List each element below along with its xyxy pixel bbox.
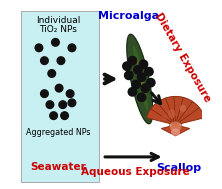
Circle shape (35, 44, 43, 52)
Text: Aqueous Exposure: Aqueous Exposure (81, 167, 190, 177)
Circle shape (59, 101, 67, 108)
Circle shape (137, 93, 146, 101)
Ellipse shape (162, 114, 167, 121)
Circle shape (66, 90, 74, 98)
Circle shape (41, 57, 48, 64)
Ellipse shape (127, 34, 153, 124)
Circle shape (147, 78, 155, 87)
Ellipse shape (133, 46, 148, 110)
Circle shape (52, 39, 59, 46)
Circle shape (141, 84, 149, 92)
Circle shape (145, 67, 153, 76)
Text: Microalga: Microalga (98, 11, 159, 21)
Circle shape (48, 70, 56, 77)
Circle shape (41, 90, 48, 98)
FancyBboxPatch shape (21, 11, 99, 182)
Circle shape (128, 57, 137, 65)
Circle shape (125, 71, 133, 80)
Ellipse shape (169, 121, 182, 132)
Circle shape (57, 57, 65, 64)
Ellipse shape (180, 105, 186, 112)
Polygon shape (147, 96, 204, 136)
Circle shape (50, 112, 57, 119)
Circle shape (55, 84, 63, 92)
Text: Dietary Exposure: Dietary Exposure (153, 11, 212, 103)
Text: Seawater: Seawater (30, 163, 86, 173)
Circle shape (68, 99, 76, 107)
Circle shape (134, 66, 142, 74)
Circle shape (132, 80, 140, 89)
Text: Aggregated NPs: Aggregated NPs (26, 129, 90, 137)
Text: Scallop: Scallop (157, 163, 202, 173)
Circle shape (61, 112, 68, 119)
Circle shape (123, 62, 131, 70)
Circle shape (137, 73, 146, 81)
Circle shape (139, 60, 148, 69)
Circle shape (128, 88, 137, 96)
Ellipse shape (168, 109, 176, 119)
Ellipse shape (137, 58, 146, 98)
Text: Individual: Individual (36, 16, 80, 25)
Circle shape (68, 44, 76, 52)
Ellipse shape (171, 129, 180, 136)
Text: TiO₂ NPs: TiO₂ NPs (39, 25, 77, 34)
Circle shape (46, 101, 54, 108)
